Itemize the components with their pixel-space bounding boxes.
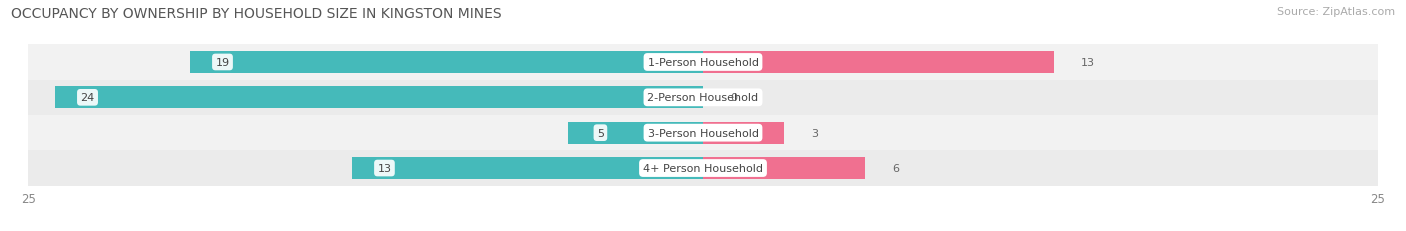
Text: OCCUPANCY BY OWNERSHIP BY HOUSEHOLD SIZE IN KINGSTON MINES: OCCUPANCY BY OWNERSHIP BY HOUSEHOLD SIZE… — [11, 7, 502, 21]
Bar — [28, 151, 1378, 186]
Bar — [703, 157, 865, 179]
Bar — [28, 45, 1378, 80]
Text: 19: 19 — [215, 58, 229, 68]
Text: 3: 3 — [811, 128, 818, 138]
Bar — [568, 122, 703, 144]
Bar — [703, 52, 1054, 74]
Text: 3-Person Household: 3-Person Household — [648, 128, 758, 138]
Text: 2-Person Household: 2-Person Household — [647, 93, 759, 103]
Text: 5: 5 — [598, 128, 605, 138]
Text: Source: ZipAtlas.com: Source: ZipAtlas.com — [1277, 7, 1395, 17]
Bar — [28, 116, 1378, 151]
Text: 0: 0 — [730, 93, 737, 103]
Bar — [190, 52, 703, 74]
Bar — [703, 122, 785, 144]
Text: 6: 6 — [891, 163, 898, 173]
Text: 1-Person Household: 1-Person Household — [648, 58, 758, 68]
Text: 13: 13 — [1081, 58, 1095, 68]
Text: 13: 13 — [377, 163, 391, 173]
Bar — [28, 80, 1378, 116]
Text: 4+ Person Household: 4+ Person Household — [643, 163, 763, 173]
Bar — [55, 87, 703, 109]
Text: 24: 24 — [80, 93, 94, 103]
Bar — [352, 157, 703, 179]
